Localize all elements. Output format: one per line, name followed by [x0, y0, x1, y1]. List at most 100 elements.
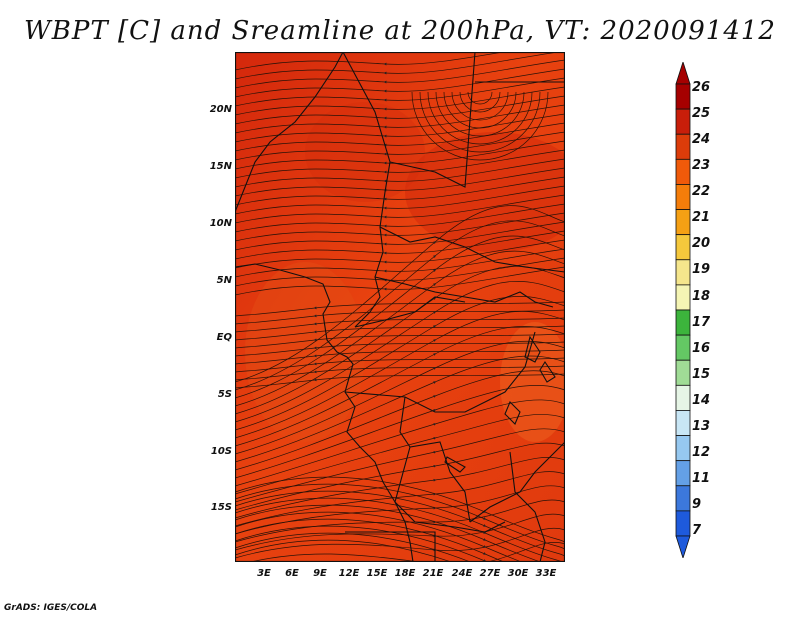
lat-label: 5S: [217, 389, 232, 400]
streamline-map: [235, 52, 565, 562]
cool-patch: [245, 262, 365, 442]
colorbar-segment: [675, 485, 691, 512]
lat-label: 10N: [209, 218, 232, 229]
colorbar-label: 11: [692, 471, 711, 486]
colorbar-segment: [675, 510, 691, 537]
streamline: [235, 490, 565, 557]
streamline: [235, 385, 565, 479]
warm-patch: [305, 102, 425, 202]
streamline: [235, 485, 565, 535]
streamline: [235, 497, 564, 562]
lon-label: 6E: [285, 568, 299, 579]
lon-label: 21E: [422, 568, 444, 579]
colorbar-segment: [675, 133, 691, 160]
colorbar-label: 7: [692, 523, 702, 538]
map-panel: [235, 52, 565, 562]
streamline: [235, 95, 565, 125]
streamlines: [235, 52, 565, 562]
streamline: [235, 525, 489, 562]
streamline: [235, 333, 565, 349]
streamline: [235, 532, 472, 562]
streamline: [235, 373, 565, 389]
streamline: [235, 483, 565, 550]
streamline: [235, 325, 565, 341]
streamline: [235, 221, 565, 251]
colorbar-segment: [675, 83, 691, 110]
colorbar-label: 15: [692, 367, 711, 382]
streamline: [235, 539, 453, 562]
streamline: [235, 266, 565, 296]
streamline: [235, 140, 565, 170]
colorbar-segment: [675, 259, 691, 286]
lat-label: 10S: [210, 446, 232, 457]
colorbar-segment: [675, 384, 691, 411]
streamline: [235, 317, 565, 333]
colorbar-segment: [675, 158, 691, 185]
lon-label: 30E: [507, 568, 529, 579]
streamline: [235, 158, 565, 188]
streamline: [235, 59, 565, 89]
streamline: [235, 52, 506, 71]
streamline: [443, 91, 517, 129]
colorbar-segment: [675, 359, 691, 386]
lon-label: 12E: [338, 568, 360, 579]
grads-credit: GrADS: IGES/COLA: [4, 603, 98, 613]
lat-label: EQ: [216, 332, 232, 343]
streamline: [235, 113, 565, 143]
lon-label: 24E: [451, 568, 473, 579]
colorbar-segment: [675, 184, 691, 210]
streamline: [235, 194, 565, 224]
streamline: [235, 86, 565, 116]
colorbar-label: 14: [692, 393, 711, 408]
streamline: [451, 91, 509, 121]
colorbar-label: 25: [692, 106, 711, 121]
colorbar-label: 9: [692, 497, 702, 512]
streamline: [467, 91, 493, 105]
colorbar-label: 26: [692, 80, 711, 95]
streamline: [235, 311, 565, 439]
streamline: [235, 518, 505, 562]
colorbar-segment: [675, 284, 691, 311]
streamline: [235, 230, 565, 260]
colorbar-label: 22: [692, 184, 711, 199]
colorbar-segment: [675, 410, 691, 436]
lon-label: 9E: [313, 568, 327, 579]
streamline: [235, 250, 565, 407]
streamline: [235, 442, 565, 511]
country-borders: [235, 52, 565, 562]
colorbar-label: 20: [692, 236, 711, 251]
lon-label: 33E: [535, 568, 557, 579]
streamline: [248, 542, 565, 562]
colorbar-label: 17: [692, 315, 711, 330]
streamline: [235, 399, 565, 487]
streamline: [235, 235, 565, 399]
colorbar-segment: [675, 309, 691, 336]
lon-label: 27E: [479, 568, 501, 579]
streamline: [235, 104, 565, 134]
streamline: [411, 91, 549, 161]
streamline: [235, 370, 565, 471]
streamline: [235, 68, 565, 98]
colorbar-segment: [675, 460, 691, 487]
streamline: [235, 280, 565, 423]
lat-label: 5N: [216, 275, 232, 286]
streamline: [235, 504, 542, 562]
streamline: [235, 205, 565, 383]
lat-label: 15S: [210, 502, 232, 513]
streamline: [419, 91, 541, 153]
colorbar-label: 12: [692, 445, 711, 460]
streamline: [235, 414, 565, 495]
streamline: [235, 212, 565, 242]
streamline: [235, 349, 565, 365]
streamline: [235, 131, 565, 161]
lon-label: 18E: [394, 568, 416, 579]
streamline: [235, 296, 565, 431]
colorbar-segment: [675, 435, 691, 462]
lon-label: 3E: [257, 568, 271, 579]
streamline: [235, 355, 565, 463]
chart-title: WBPT [C] and Sreamline at 200hPa, VT: 20…: [24, 16, 776, 46]
streamline: [235, 77, 565, 107]
streamline: [235, 220, 565, 391]
colorbar-label: 18: [692, 289, 711, 304]
colorbar-label: 21: [692, 210, 711, 225]
